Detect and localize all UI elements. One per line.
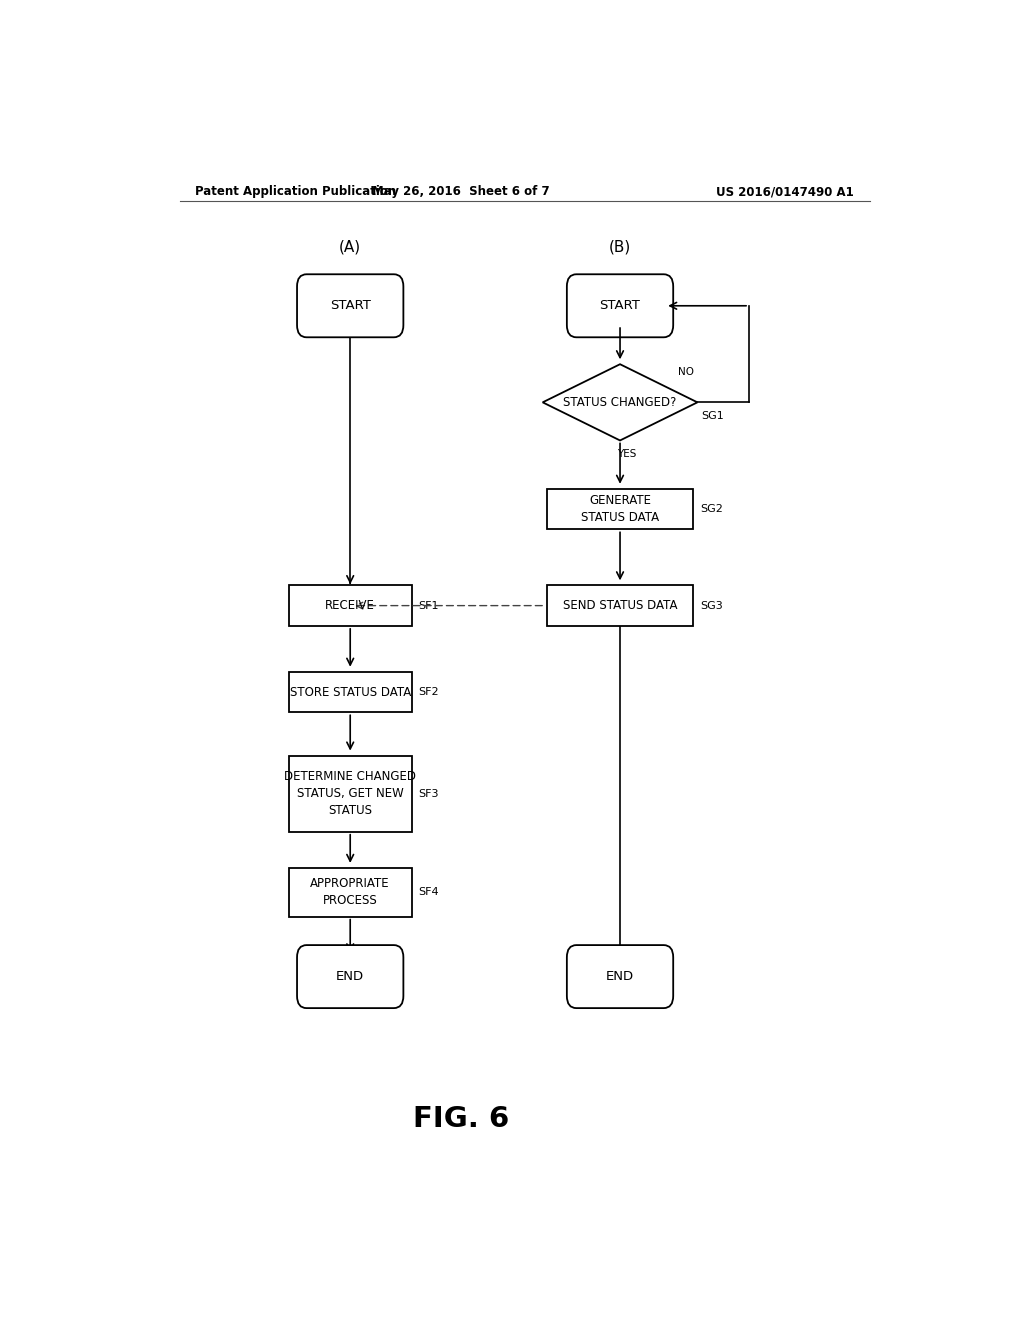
Text: Patent Application Publication: Patent Application Publication [196,185,396,198]
Text: SG1: SG1 [701,411,724,421]
Text: APPROPRIATE
PROCESS: APPROPRIATE PROCESS [310,878,390,907]
Text: YES: YES [616,449,636,458]
Text: US 2016/0147490 A1: US 2016/0147490 A1 [717,185,854,198]
Bar [289,585,412,626]
Text: (B): (B) [609,239,631,255]
FancyBboxPatch shape [297,275,403,338]
FancyBboxPatch shape [297,945,403,1008]
FancyBboxPatch shape [567,945,673,1008]
Text: STORE STATUS DATA: STORE STATUS DATA [290,685,411,698]
Text: RECEIVE: RECEIVE [326,599,375,612]
Text: (A): (A) [339,239,361,255]
Text: START: START [600,300,640,313]
Text: SF3: SF3 [418,788,438,799]
Bar [547,585,693,626]
Text: END: END [606,970,634,983]
Bar [289,867,412,916]
Text: FIG. 6: FIG. 6 [414,1105,509,1133]
Bar [289,755,412,832]
Polygon shape [543,364,697,441]
Text: STATUS CHANGED?: STATUS CHANGED? [563,396,677,409]
Text: NO: NO [678,367,693,378]
Text: GENERATE
STATUS DATA: GENERATE STATUS DATA [581,494,659,524]
Text: SG3: SG3 [699,601,723,611]
Text: END: END [336,970,365,983]
Text: SF1: SF1 [418,601,438,611]
Bar [289,672,412,713]
Bar [547,488,693,529]
Text: SF2: SF2 [418,686,438,697]
Text: SG2: SG2 [699,504,723,513]
Text: SF4: SF4 [418,887,438,898]
FancyBboxPatch shape [567,275,673,338]
Text: START: START [330,300,371,313]
Text: SEND STATUS DATA: SEND STATUS DATA [563,599,677,612]
Text: DETERMINE CHANGED
STATUS, GET NEW
STATUS: DETERMINE CHANGED STATUS, GET NEW STATUS [285,770,416,817]
Text: May 26, 2016  Sheet 6 of 7: May 26, 2016 Sheet 6 of 7 [373,185,550,198]
